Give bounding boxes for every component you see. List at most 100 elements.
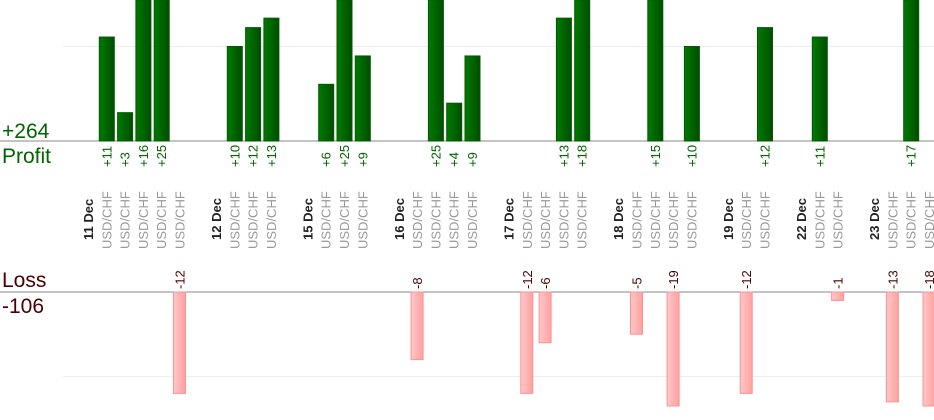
date-label: 11 Dec bbox=[81, 199, 96, 240]
profit-bar bbox=[153, 0, 170, 142]
loss-bar bbox=[885, 291, 899, 403]
pair-label: USD/CHF bbox=[666, 191, 681, 249]
profit-bar bbox=[903, 0, 920, 142]
loss-bar bbox=[922, 291, 934, 407]
date-label: 18 Dec bbox=[611, 198, 626, 240]
pair-label: USD/CHF bbox=[812, 191, 827, 249]
profit-bar bbox=[757, 27, 773, 142]
pair-label: USD/CHF bbox=[227, 191, 242, 249]
loss-value-label: -19 bbox=[666, 270, 681, 289]
profit-value-label: +10 bbox=[684, 145, 699, 167]
pair-label: USD/CHF bbox=[538, 191, 553, 249]
loss-value-label: -5 bbox=[630, 277, 645, 289]
profit-value-label: +9 bbox=[355, 152, 370, 167]
profit-value-label: +16 bbox=[136, 145, 151, 167]
pair-label: USD/CHF bbox=[355, 191, 370, 249]
pair-label: USD/CHF bbox=[904, 191, 919, 249]
pair-label: USD/CHF bbox=[428, 191, 443, 249]
profit-bar bbox=[226, 46, 243, 142]
profit-bar bbox=[811, 36, 828, 142]
loss-value-label: -12 bbox=[739, 270, 754, 289]
pair-label: USD/CHF bbox=[630, 191, 645, 249]
profit-bar bbox=[245, 27, 262, 142]
profit-bar bbox=[98, 36, 115, 142]
pair-label: USD/CHF bbox=[99, 191, 114, 249]
profit-value-label: +3 bbox=[118, 152, 133, 167]
pair-label: USD/CHF bbox=[575, 191, 590, 249]
loss-value-label: -1 bbox=[831, 277, 846, 289]
date-label: 19 Dec bbox=[721, 198, 736, 240]
profit-value-label: +13 bbox=[556, 145, 571, 167]
pair-label: USD/CHF bbox=[264, 191, 279, 249]
profit-value-label: +15 bbox=[648, 145, 663, 167]
loss-bar bbox=[831, 291, 845, 301]
pair-label: USD/CHF bbox=[410, 191, 425, 249]
date-label: 22 Dec bbox=[794, 198, 809, 240]
profit-value-label: +11 bbox=[812, 146, 827, 167]
profit-value-label: +9 bbox=[465, 152, 480, 167]
loss-value-label: -18 bbox=[922, 270, 934, 289]
profit-value-label: +10 bbox=[227, 145, 242, 167]
date-label: 17 Dec bbox=[502, 198, 517, 240]
profit-value-label: +25 bbox=[428, 145, 443, 167]
profit-label: Profit bbox=[2, 145, 51, 168]
pair-label: USD/CHF bbox=[154, 191, 169, 249]
profit-bar bbox=[117, 112, 134, 142]
pair-label: USD/CHF bbox=[831, 191, 846, 249]
loss-value-label: -13 bbox=[885, 270, 900, 289]
date-label: 12 Dec bbox=[209, 198, 224, 240]
profit-bar bbox=[427, 0, 444, 142]
profit-value-label: +12 bbox=[758, 145, 773, 167]
loss-value-label: -6 bbox=[538, 277, 553, 289]
loss-bar bbox=[520, 291, 534, 394]
loss-bar bbox=[538, 291, 552, 344]
date-label: 15 Dec bbox=[300, 198, 315, 240]
profit-bar bbox=[464, 55, 481, 142]
pair-label: USD/CHF bbox=[136, 191, 151, 249]
loss-label: Loss bbox=[2, 269, 46, 292]
pair-label: USD/CHF bbox=[648, 191, 663, 249]
loss-bar bbox=[173, 291, 186, 394]
profit-value-label: +17 bbox=[904, 145, 919, 167]
profit-value-label: +4 bbox=[447, 152, 462, 167]
profit-bar bbox=[647, 0, 664, 142]
profit-value-label: +25 bbox=[154, 145, 169, 167]
pair-label: USD/CHF bbox=[885, 191, 900, 249]
pair-label: USD/CHF bbox=[118, 191, 133, 249]
pair-label: USD/CHF bbox=[922, 191, 934, 249]
profit-bar bbox=[574, 0, 591, 142]
date-label: 16 Dec bbox=[392, 198, 407, 240]
pair-label: USD/CHF bbox=[758, 191, 773, 249]
loss-bar bbox=[410, 291, 424, 361]
loss-value-label: -12 bbox=[520, 270, 535, 289]
profit-bar bbox=[555, 17, 572, 142]
loss-value-label: -8 bbox=[410, 277, 425, 289]
loss-bar bbox=[739, 291, 753, 394]
profit-bar bbox=[446, 102, 463, 142]
date-label: 23 Dec bbox=[867, 198, 882, 240]
profit-value-label: +13 bbox=[264, 145, 279, 167]
pair-label: USD/CHF bbox=[465, 191, 480, 249]
loss-total: -106 bbox=[2, 295, 44, 318]
pair-label: USD/CHF bbox=[173, 191, 188, 249]
profit-bar bbox=[135, 0, 152, 142]
pair-label: USD/CHF bbox=[319, 191, 334, 249]
pair-label: USD/CHF bbox=[246, 191, 261, 249]
profit-value-label: +6 bbox=[319, 152, 334, 167]
pair-label: USD/CHF bbox=[520, 191, 535, 249]
pair-label: USD/CHF bbox=[684, 191, 699, 249]
profit-value-label: +12 bbox=[246, 145, 261, 167]
pair-label: USD/CHF bbox=[556, 191, 571, 249]
profit-value-label: +18 bbox=[575, 145, 590, 167]
profit-bar bbox=[336, 0, 353, 142]
loss-bar bbox=[630, 291, 643, 335]
profit-bar bbox=[318, 83, 335, 142]
loss-value-label: -12 bbox=[173, 270, 188, 289]
profit-bar bbox=[683, 46, 700, 142]
pair-label: USD/CHF bbox=[447, 191, 462, 249]
pair-label: USD/CHF bbox=[739, 191, 754, 249]
loss-bar bbox=[666, 291, 680, 407]
profit-bar bbox=[354, 55, 371, 142]
profit-value-label: +25 bbox=[337, 145, 352, 167]
